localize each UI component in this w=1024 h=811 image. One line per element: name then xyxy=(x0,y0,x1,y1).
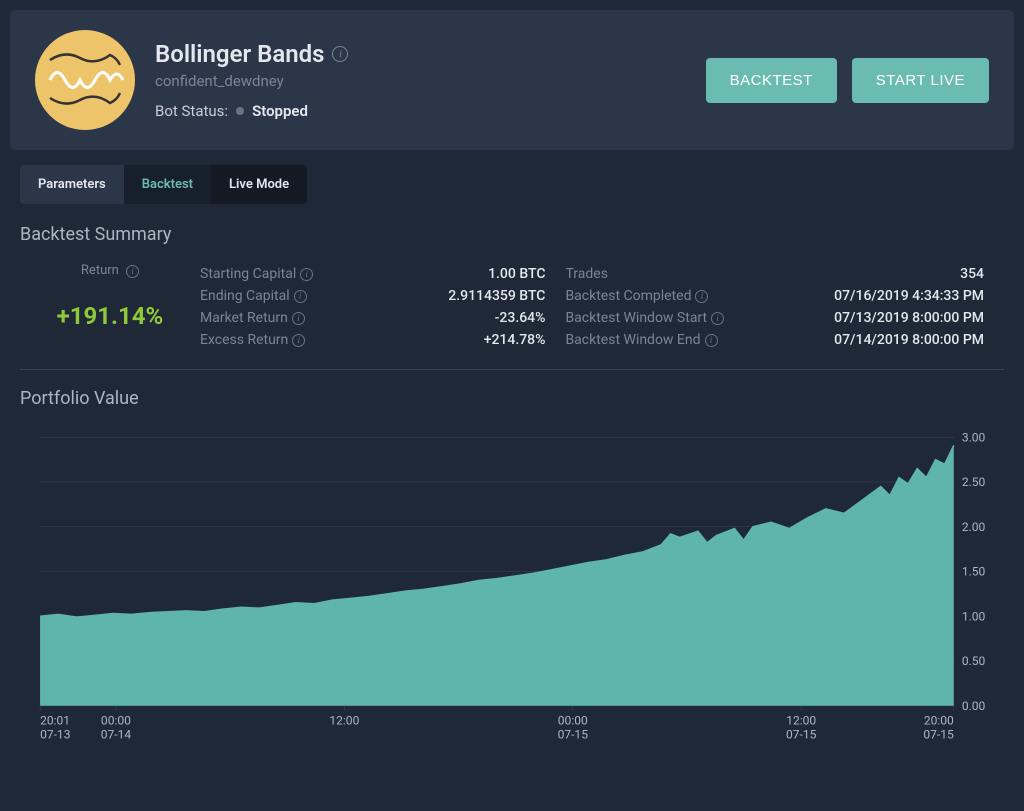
svg-text:2.50: 2.50 xyxy=(962,475,986,489)
info-icon[interactable]: i xyxy=(294,290,307,303)
bot-subtitle: confident_dewdney xyxy=(155,72,686,90)
status-value: Stopped xyxy=(252,102,308,120)
backtest-button[interactable]: BACKTEST xyxy=(706,58,837,103)
summary-row: Ending Capitali 2.9114359 BTC xyxy=(200,285,565,307)
status-dot-icon xyxy=(236,107,244,115)
return-label: Return xyxy=(81,263,119,278)
summary-column-meta: Trades 354 Backtest Completedi 07/16/2019 4… xyxy=(565,263,1004,351)
info-icon[interactable]: i xyxy=(126,265,139,278)
summary-key: Ending Capitali xyxy=(200,288,307,304)
summary-row: Trades 354 xyxy=(565,263,1004,285)
summary-row: Starting Capitali 1.00 BTC xyxy=(200,263,565,285)
svg-text:07-13: 07-13 xyxy=(40,728,71,742)
return-value: +191.14% xyxy=(20,302,200,330)
summary-value: 07/16/2019 4:34:33 PM xyxy=(834,288,984,304)
backtest-summary: Return i +191.14% Starting Capitali 1.00 … xyxy=(20,263,1004,370)
bollinger-bands-icon xyxy=(45,40,125,120)
summary-value: 07/13/2019 8:00:00 PM xyxy=(834,310,984,326)
summary-row: Market Returni -23.64% xyxy=(200,307,565,329)
svg-text:20:00: 20:00 xyxy=(924,713,954,727)
chart-title: Portfolio Value xyxy=(20,388,1004,409)
info-icon[interactable]: i xyxy=(705,334,718,347)
info-icon[interactable]: i xyxy=(292,334,305,347)
svg-text:00:00: 00:00 xyxy=(101,713,131,727)
portfolio-value-chart: 0.00 0.50 1.00 1.50 2.00 2.50 3.00 20:0107-13 00… xyxy=(20,427,1004,747)
bot-avatar xyxy=(35,30,135,130)
summary-key: Backtest Window Endi xyxy=(565,332,717,348)
svg-text:1.00: 1.00 xyxy=(962,609,986,623)
svg-text:07-15: 07-15 xyxy=(558,728,589,742)
svg-text:07-15: 07-15 xyxy=(786,728,817,742)
svg-text:20:01: 20:01 xyxy=(40,713,70,727)
info-icon[interactable]: i xyxy=(300,268,313,281)
summary-column-capital: Starting Capitali 1.00 BTC Ending Capitali… xyxy=(200,263,565,351)
tab-live-mode[interactable]: Live Mode xyxy=(211,165,307,204)
bot-title: Bollinger Bands xyxy=(155,40,324,68)
svg-text:0.00: 0.00 xyxy=(962,699,986,713)
svg-text:12:00: 12:00 xyxy=(786,713,816,727)
summary-key: Starting Capitali xyxy=(200,266,313,282)
svg-text:2.00: 2.00 xyxy=(962,520,986,534)
tabs: Parameters Backtest Live Mode xyxy=(20,165,1004,204)
svg-text:07-15: 07-15 xyxy=(923,728,954,742)
summary-row: Backtest Completedi 07/16/2019 4:34:33 PM xyxy=(565,285,1004,307)
info-icon[interactable]: i xyxy=(332,46,348,62)
summary-row: Excess Returni +214.78% xyxy=(200,329,565,351)
info-icon[interactable]: i xyxy=(695,290,708,303)
tab-backtest[interactable]: Backtest xyxy=(124,165,211,204)
svg-text:12:00: 12:00 xyxy=(329,713,359,727)
summary-title: Backtest Summary xyxy=(20,224,1004,245)
tab-parameters[interactable]: Parameters xyxy=(20,165,124,204)
status-label: Bot Status: xyxy=(155,102,228,120)
start-live-button[interactable]: START LIVE xyxy=(852,58,989,103)
summary-key: Backtest Completedi xyxy=(565,288,708,304)
info-icon[interactable]: i xyxy=(292,312,305,325)
summary-value: +214.78% xyxy=(484,332,546,348)
summary-row: Backtest Window Endi 07/14/2019 8:00:00 P… xyxy=(565,329,1004,351)
svg-text:1.50: 1.50 xyxy=(962,564,986,578)
summary-key: Excess Returni xyxy=(200,332,305,348)
svg-text:0.50: 0.50 xyxy=(962,654,986,668)
summary-value: 1.00 BTC xyxy=(488,266,545,282)
summary-value: 07/14/2019 8:00:00 PM xyxy=(834,332,984,348)
svg-text:07-14: 07-14 xyxy=(101,728,132,742)
svg-text:00:00: 00:00 xyxy=(558,713,588,727)
summary-value: 354 xyxy=(960,266,984,282)
info-icon[interactable]: i xyxy=(711,312,724,325)
header-actions: BACKTEST START LIVE xyxy=(706,58,989,103)
bot-title-block: Bollinger Bands i confident_dewdney Bot … xyxy=(155,40,686,120)
summary-key: Market Returni xyxy=(200,310,305,326)
summary-key: Backtest Window Starti xyxy=(565,310,724,326)
svg-text:3.00: 3.00 xyxy=(962,430,986,444)
summary-key: Trades xyxy=(565,266,607,282)
bot-header-card: Bollinger Bands i confident_dewdney Bot … xyxy=(10,10,1014,150)
summary-value: -23.64% xyxy=(495,310,546,326)
summary-value: 2.9114359 BTC xyxy=(448,288,545,304)
summary-row: Backtest Window Starti 07/13/2019 8:00:00… xyxy=(565,307,1004,329)
